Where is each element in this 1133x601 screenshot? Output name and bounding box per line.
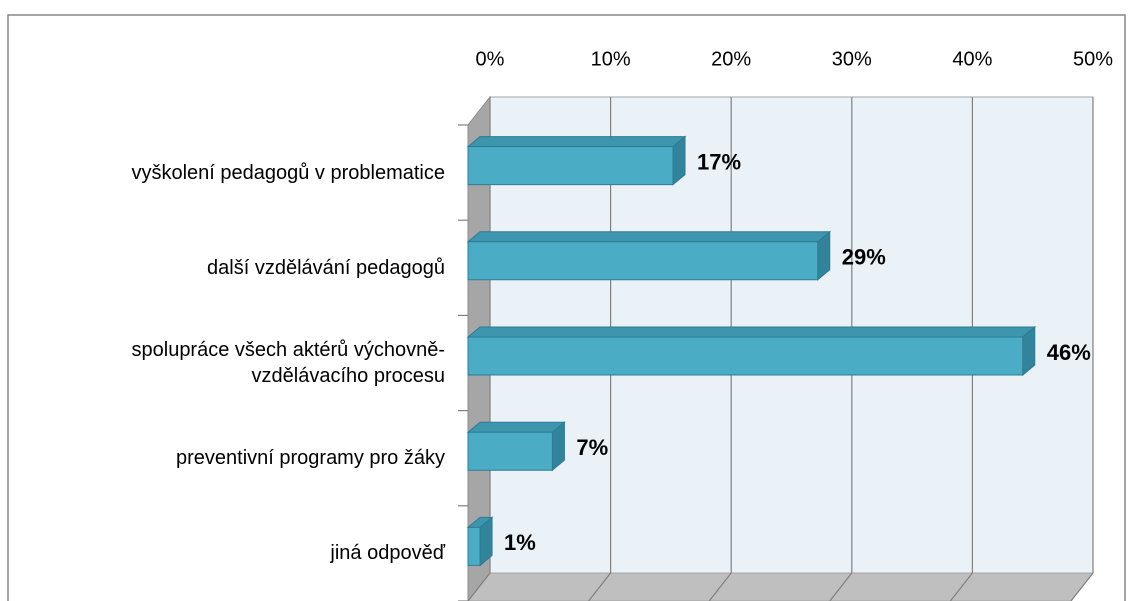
bar-front (467, 431, 553, 471)
bar-front (467, 526, 481, 566)
value-label: 29% (842, 245, 886, 270)
bar (466, 516, 494, 567)
category-label: další vzdělávání pedagogů (207, 256, 445, 279)
value-label: 7% (576, 435, 608, 460)
bar (466, 230, 832, 281)
x-tick-label: 0% (476, 48, 505, 70)
bar-front (467, 241, 819, 281)
x-tick-label: 20% (711, 48, 751, 70)
bar-front (467, 336, 1024, 376)
x-tick-label: 50% (1073, 48, 1113, 70)
x-tick-label: 30% (832, 48, 872, 70)
value-label: 17% (697, 149, 741, 174)
category-label: preventivní programy pro žáky (175, 447, 445, 470)
bar-top (466, 326, 1037, 338)
bar-front (467, 146, 674, 186)
x-tick-label: 40% (952, 48, 992, 70)
floor-grid-line (949, 572, 973, 601)
floor-grid-line (467, 572, 491, 601)
bar-top (466, 231, 832, 243)
x-tick-label: 10% (591, 48, 631, 70)
value-label: 1% (504, 530, 536, 555)
chart-border (7, 14, 1126, 601)
category-label: vyškolení pedagogů v problematice (131, 161, 445, 184)
category-label: spolupráce všech aktérů výchovně-vzděláv… (131, 338, 446, 387)
floor-grid-line (588, 572, 612, 601)
bar (466, 421, 566, 472)
floor (467, 572, 1095, 601)
floor-grid-line (708, 572, 732, 601)
category-label: jiná odpověď (330, 542, 445, 565)
floor-grid-line (829, 572, 853, 601)
bar-top (466, 136, 687, 148)
bar (466, 325, 1037, 377)
floor-grid-line (1070, 572, 1094, 601)
value-label: 46% (1047, 340, 1091, 365)
bar-top (466, 421, 566, 433)
bar (466, 135, 687, 186)
